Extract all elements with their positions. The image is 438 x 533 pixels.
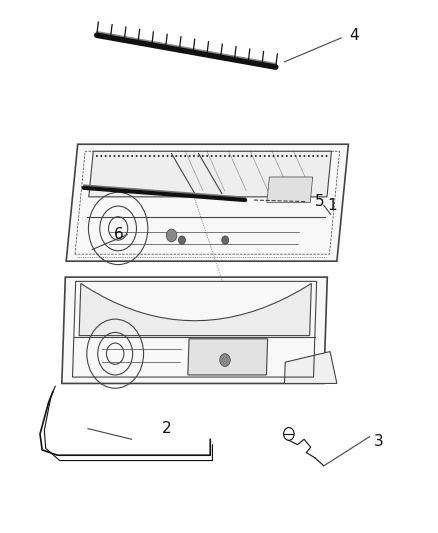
Circle shape (166, 229, 177, 242)
Polygon shape (267, 177, 313, 203)
Circle shape (220, 354, 230, 367)
Text: 1: 1 (328, 198, 337, 213)
Polygon shape (188, 339, 268, 375)
Text: 5: 5 (314, 194, 324, 209)
Text: 2: 2 (162, 421, 171, 436)
Text: 4: 4 (350, 28, 359, 43)
Text: 3: 3 (374, 434, 383, 449)
Polygon shape (66, 144, 348, 261)
Circle shape (178, 236, 185, 245)
Circle shape (222, 236, 229, 245)
Polygon shape (89, 151, 332, 197)
Polygon shape (79, 284, 311, 336)
Polygon shape (285, 352, 337, 383)
Polygon shape (62, 277, 327, 383)
Text: 6: 6 (114, 227, 124, 242)
